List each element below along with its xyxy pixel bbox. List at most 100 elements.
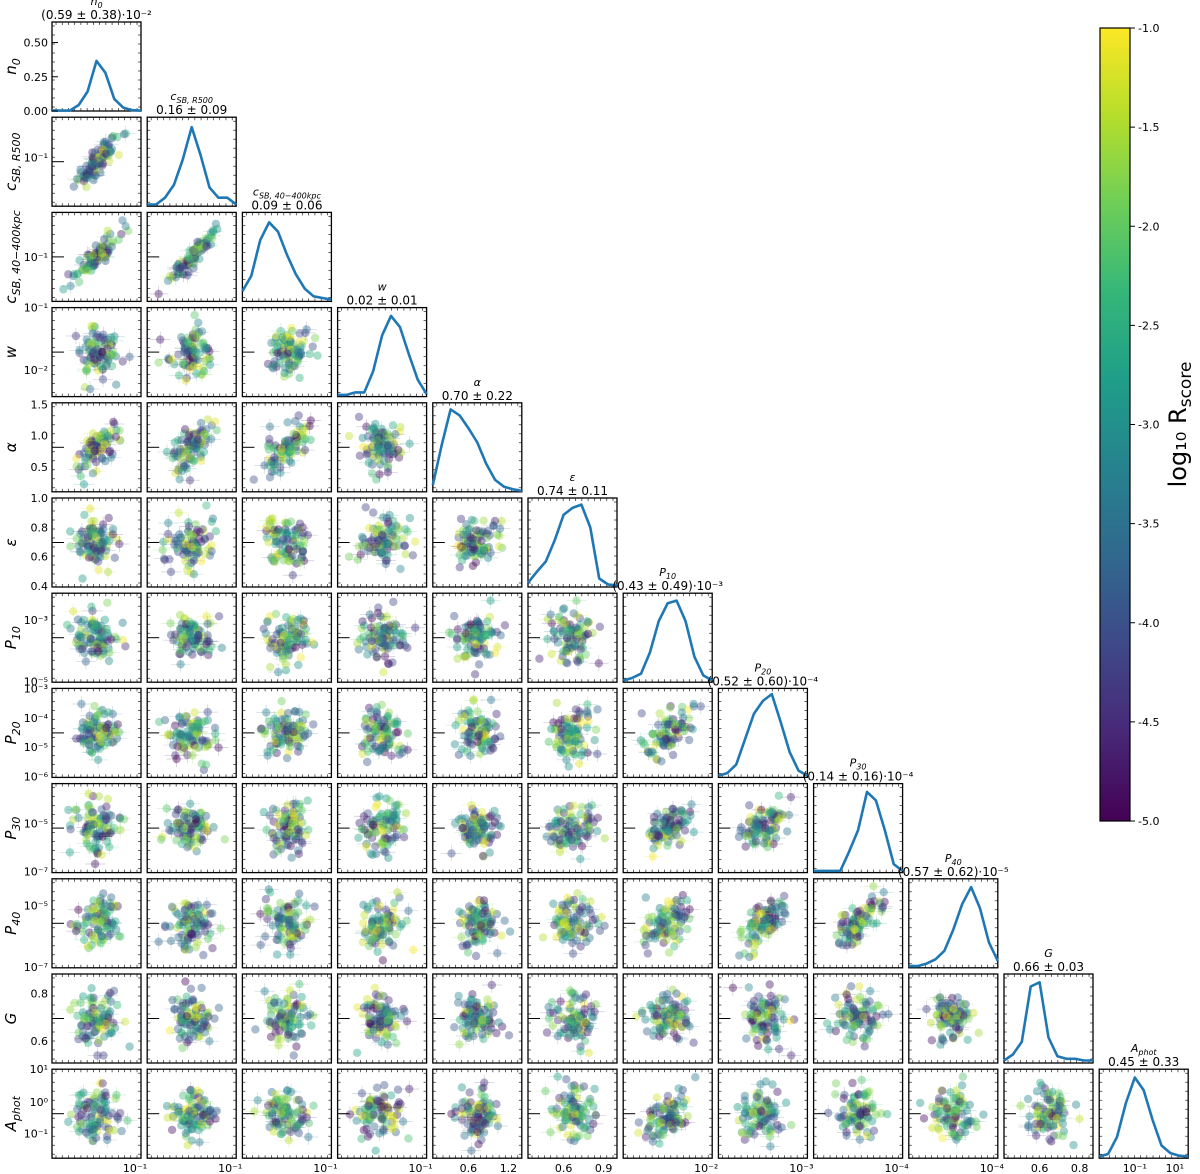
scatter-point bbox=[84, 346, 94, 356]
scatter-point bbox=[109, 350, 118, 359]
scatter-point bbox=[183, 271, 192, 280]
scatter-point bbox=[201, 345, 210, 354]
scatter-point bbox=[185, 346, 194, 355]
scatter-point bbox=[197, 370, 206, 379]
scatter-point bbox=[84, 338, 93, 347]
scatter-point bbox=[302, 325, 311, 334]
scatter-point bbox=[87, 266, 96, 275]
scatter-point bbox=[101, 252, 110, 262]
scatter-point bbox=[396, 564, 405, 574]
scatter-point bbox=[483, 553, 493, 563]
scatter-point bbox=[107, 350, 116, 360]
scatter-point bbox=[188, 333, 197, 342]
scatter-point bbox=[106, 349, 115, 358]
scatter-point bbox=[90, 170, 99, 180]
scatter-panel-p10-vs-eps bbox=[527, 592, 618, 683]
scatter-point bbox=[272, 362, 281, 371]
scatter-point bbox=[278, 351, 288, 360]
scatter-point bbox=[99, 140, 108, 150]
scatter-point bbox=[454, 541, 463, 551]
scatter-point bbox=[105, 147, 114, 156]
scatter-point bbox=[169, 271, 178, 280]
scatter-point bbox=[462, 527, 471, 536]
scatter-panel-p10-vs-alpha bbox=[432, 592, 523, 683]
scatter-point bbox=[82, 335, 92, 344]
scatter-point bbox=[203, 241, 212, 250]
scatter-point bbox=[447, 629, 456, 639]
scatter-point bbox=[97, 145, 106, 155]
scatter-point bbox=[185, 476, 195, 485]
scatter-point bbox=[105, 145, 114, 154]
scatter-point bbox=[100, 339, 110, 349]
scatter-point bbox=[198, 241, 207, 251]
scatter-point bbox=[164, 518, 173, 528]
scatter-point bbox=[92, 166, 102, 175]
scatter-point bbox=[494, 542, 504, 551]
scatter-point bbox=[188, 650, 197, 659]
scatter-point bbox=[202, 236, 211, 245]
scatter-point bbox=[124, 226, 133, 236]
scatter-point bbox=[190, 310, 199, 320]
scatter-point bbox=[188, 246, 197, 256]
scatter-point bbox=[81, 342, 91, 351]
histogram-line bbox=[147, 125, 237, 206]
scatter-point bbox=[99, 342, 109, 351]
scatter-point bbox=[114, 235, 123, 244]
scatter-point bbox=[73, 615, 83, 624]
scatter-point bbox=[187, 259, 196, 269]
scatter-point bbox=[455, 563, 464, 572]
scatter-panel-p20-vs-csb500 bbox=[146, 687, 237, 779]
scatter-point bbox=[186, 364, 195, 373]
scatter-point bbox=[88, 469, 98, 478]
scatter-point bbox=[83, 264, 92, 274]
y-axis-label: ε bbox=[2, 538, 20, 546]
scatter-point bbox=[261, 629, 270, 638]
scatter-point bbox=[184, 256, 194, 266]
diag-panel-p10: P10(0.43 ± 0.49)·10⁻³ bbox=[612, 566, 723, 683]
scatter-point bbox=[82, 357, 91, 366]
scatter-point bbox=[95, 245, 105, 254]
y-axis-label: n0 bbox=[2, 58, 23, 75]
scatter-point bbox=[185, 246, 194, 255]
scatter-panel-alpha-vs-n0: 1.5 1.0 0.5 α bbox=[2, 399, 142, 493]
scatter-point bbox=[100, 335, 109, 345]
scatter-point bbox=[195, 239, 204, 249]
scatter-point bbox=[300, 445, 310, 455]
scatter-point bbox=[85, 638, 95, 648]
scatter-point bbox=[178, 358, 188, 367]
scatter-point bbox=[88, 252, 97, 261]
scatter-point bbox=[175, 264, 184, 273]
scatter-point bbox=[185, 617, 194, 626]
scatter-point bbox=[365, 610, 374, 619]
scatter-point bbox=[202, 501, 211, 510]
scatter-point bbox=[401, 550, 410, 559]
scatter-point bbox=[467, 515, 476, 525]
scatter-point bbox=[367, 469, 377, 478]
scatter-point bbox=[103, 598, 112, 607]
scatter-point bbox=[197, 244, 206, 253]
scatter-point bbox=[206, 240, 216, 249]
scatter-point bbox=[284, 341, 294, 350]
scatter-point bbox=[104, 708, 113, 717]
scatter-point bbox=[108, 237, 118, 246]
scatter-point bbox=[85, 171, 95, 180]
scatter-point bbox=[104, 351, 114, 360]
scatter-point bbox=[83, 252, 92, 262]
scatter-point bbox=[103, 344, 112, 353]
scatter-point bbox=[190, 253, 200, 262]
scatter-point bbox=[86, 339, 96, 349]
scatter-point bbox=[192, 247, 201, 256]
scatter-point bbox=[212, 426, 221, 435]
scatter-point bbox=[201, 356, 210, 366]
scatter-point bbox=[180, 339, 189, 348]
scatter-point bbox=[89, 157, 98, 166]
scatter-point bbox=[369, 508, 378, 517]
scatter-point bbox=[92, 339, 102, 348]
scatter-point bbox=[187, 253, 196, 262]
scatter-point bbox=[559, 604, 569, 613]
scatter-point bbox=[191, 244, 200, 253]
scatter-point bbox=[384, 517, 393, 527]
y-axis-label: α bbox=[2, 442, 20, 452]
scatter-point bbox=[187, 542, 196, 552]
scatter-point bbox=[77, 265, 87, 275]
